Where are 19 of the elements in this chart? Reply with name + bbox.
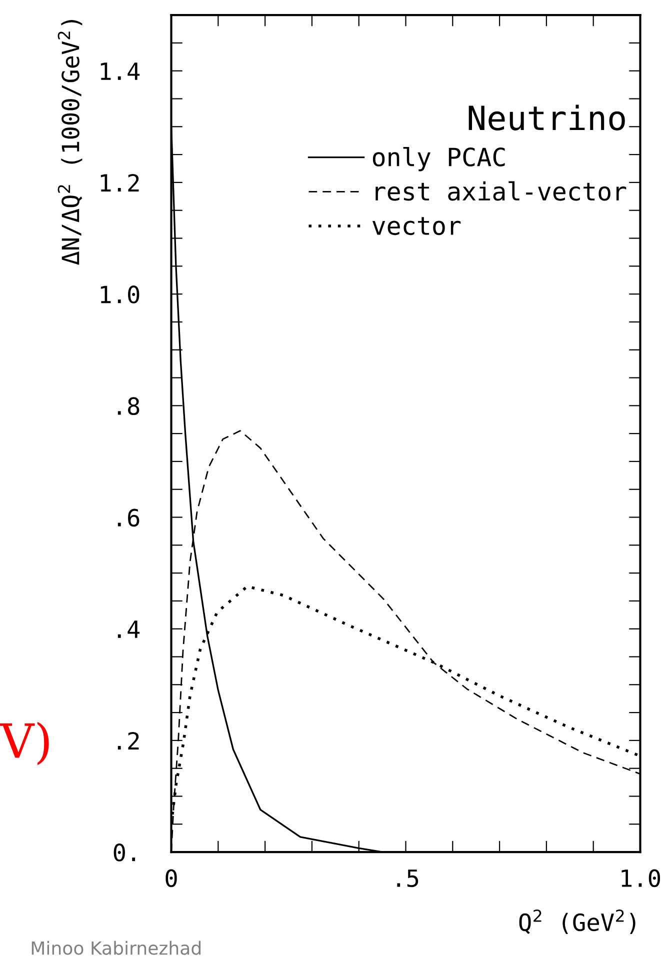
y-tick-label: .8	[118, 397, 140, 416]
y-tick-label: .2	[118, 732, 139, 750]
legend-label: rest axial-vector	[376, 181, 626, 201]
text: Minoo Kabirnezhad	[32, 940, 201, 955]
x-tick-label: 0	[166, 869, 177, 888]
legend-label: vector	[372, 217, 461, 236]
legend-label: only PCAC	[372, 146, 505, 172]
text: Q$^{2}$ (GeV$^{2}$)	[519, 910, 636, 934]
legend-title: Neutrino	[468, 104, 625, 130]
y-tick-label: .6	[118, 508, 140, 527]
y-tick-label: 1.0	[100, 286, 140, 304]
y-tick-label: 0.	[114, 844, 136, 862]
text: ΔN/ΔQ$^{2}$ (1000/GeV$^{2}$)	[58, 20, 82, 265]
y-tick-label: .4	[118, 620, 140, 638]
x-tick-label: 1.0	[622, 869, 660, 888]
text: V)	[0, 722, 49, 766]
y-tick-label: 1.4	[100, 62, 140, 80]
y-tick-label: 1.2	[100, 174, 139, 192]
x-tick-label: .5	[397, 870, 418, 888]
